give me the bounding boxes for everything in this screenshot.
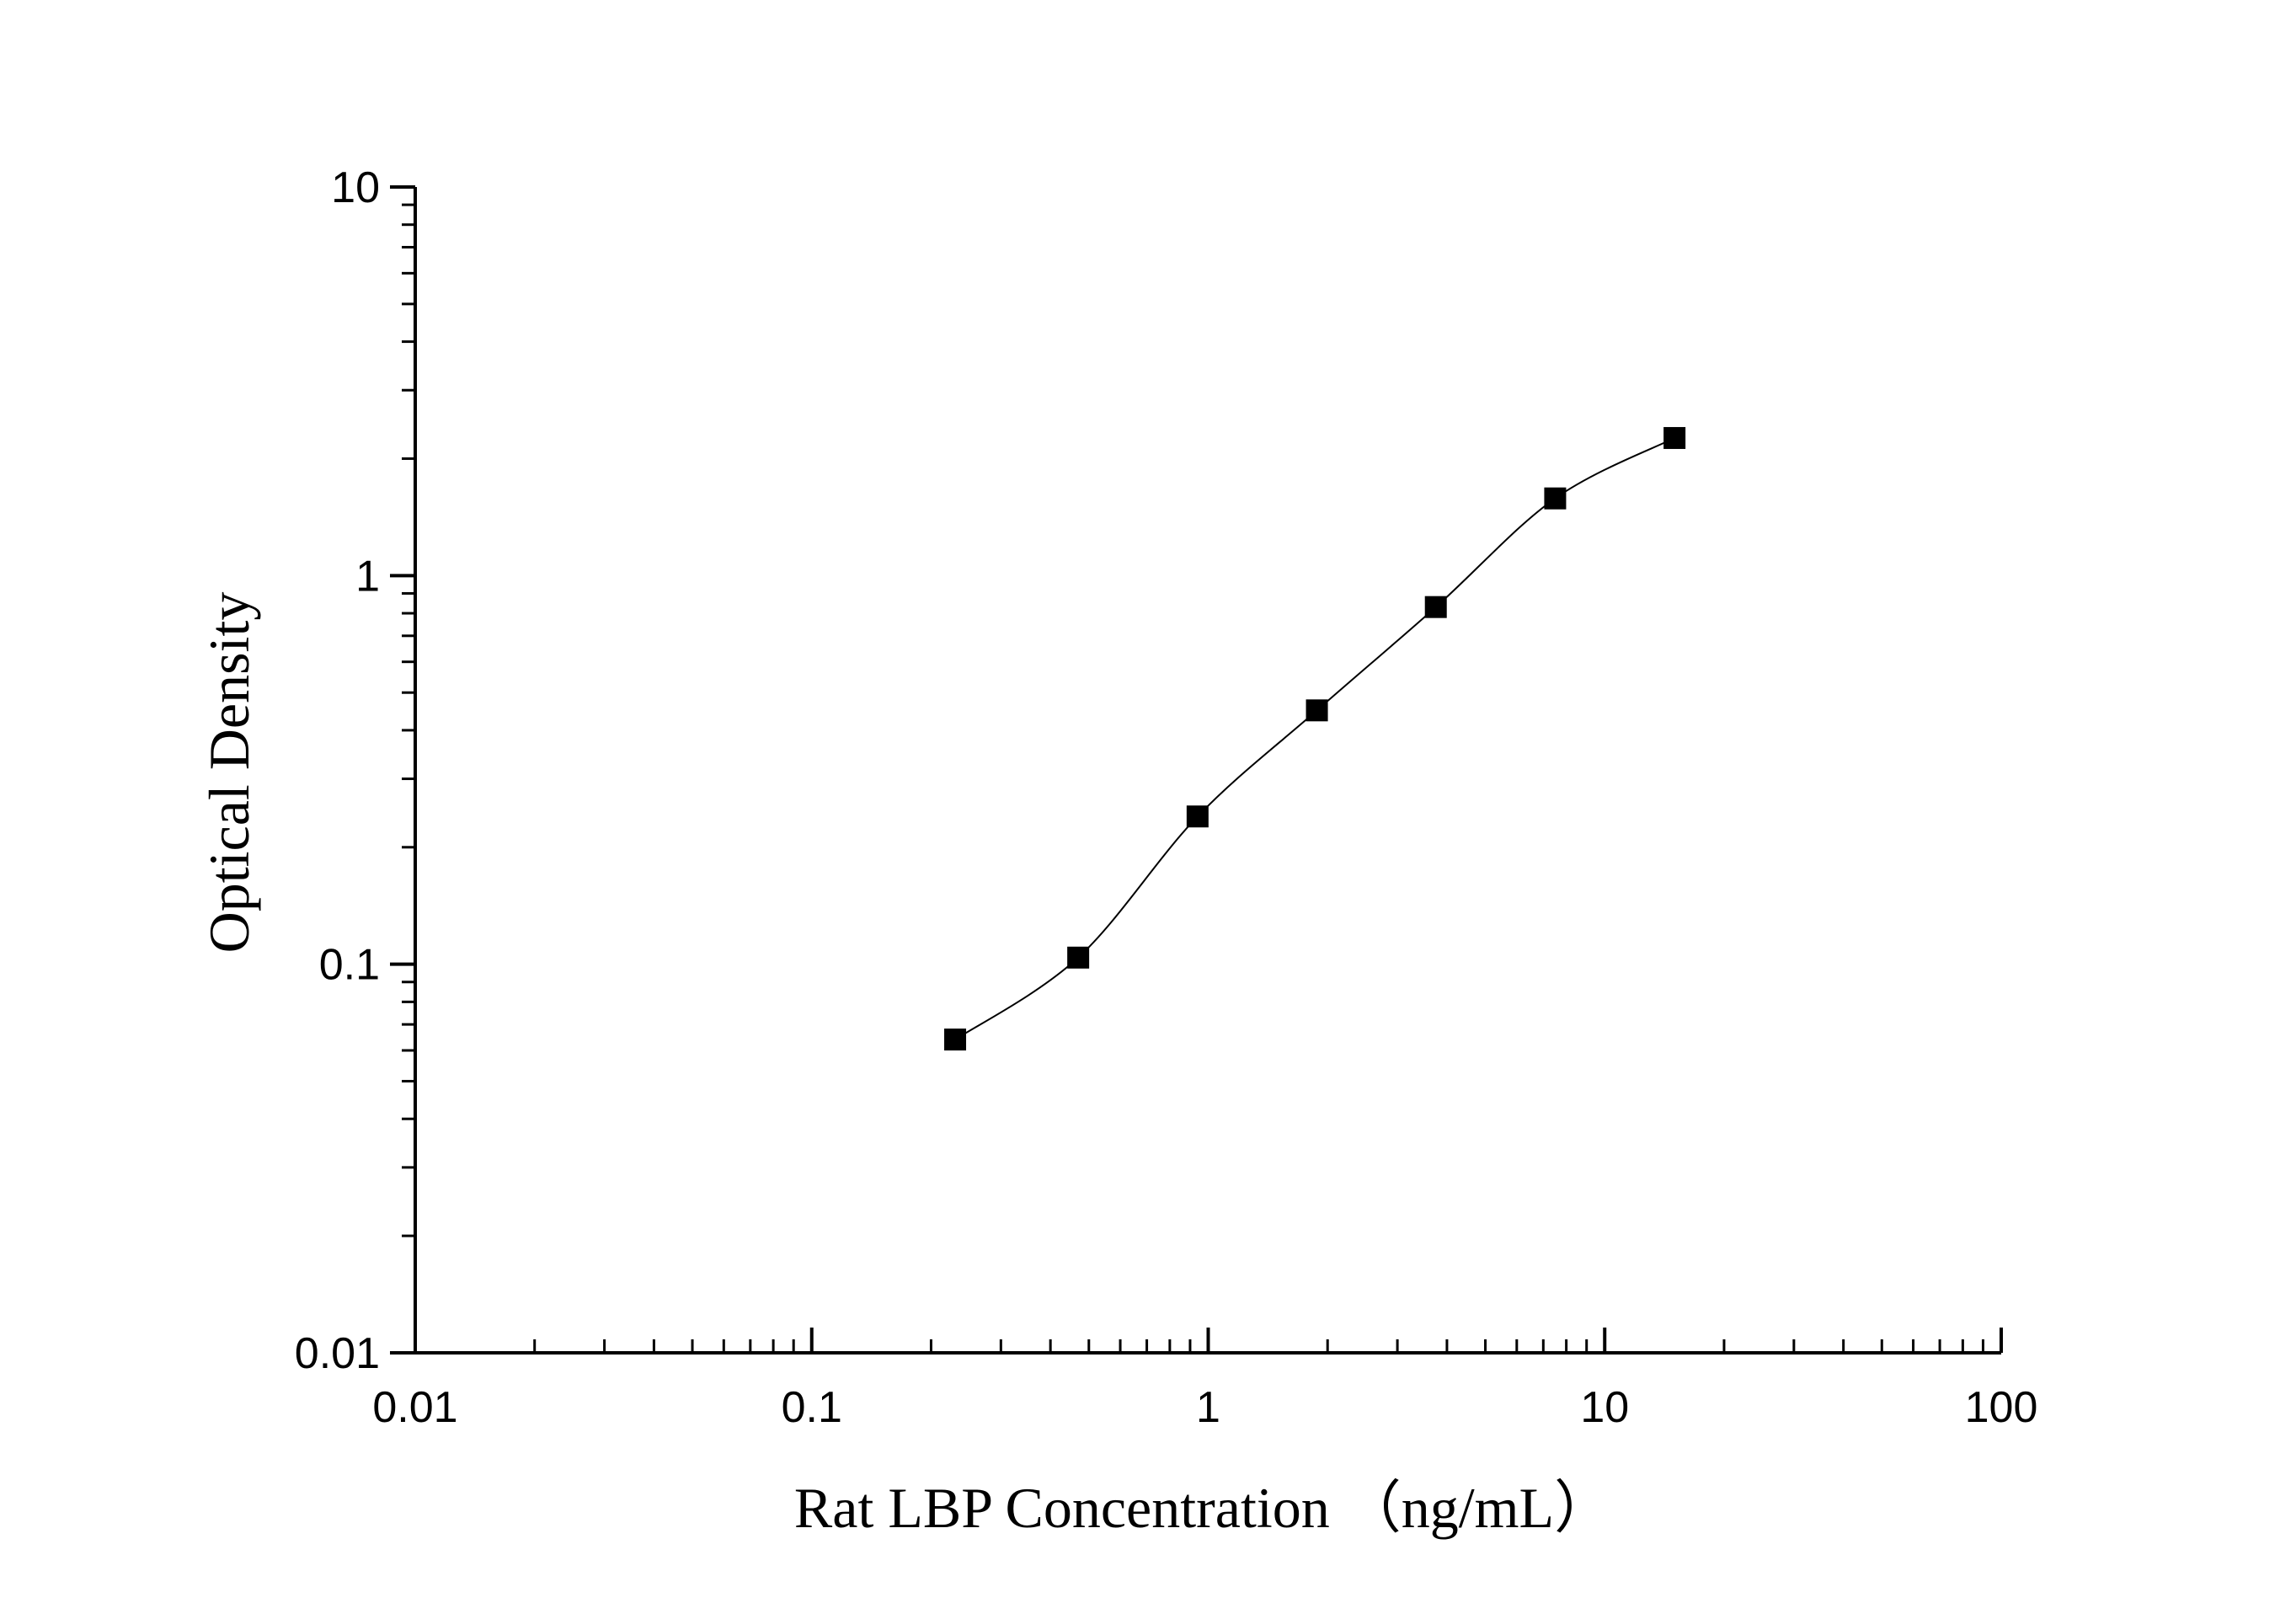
y-tick-label: 1	[355, 552, 380, 601]
data-point	[1544, 487, 1567, 510]
data-point	[944, 1029, 967, 1051]
fit-curve	[954, 437, 1675, 1040]
data-point	[1424, 596, 1447, 618]
data-point	[1663, 426, 1686, 449]
x-axis-title: Rat LBP Concentration （ng/mL）	[794, 1476, 1611, 1540]
y-tick-label: 10	[331, 163, 380, 212]
x-tick-label: 0.1	[782, 1383, 842, 1432]
data-point	[1306, 699, 1328, 722]
y-axis-title: Optical Density	[197, 592, 261, 954]
data-point	[1186, 805, 1209, 828]
tick-labels: 0.01 0.1 1 10 100 0.01 0.1 1 10	[295, 163, 2038, 1432]
x-tick-label: 1	[1196, 1383, 1220, 1432]
x-tick-label: 100	[1965, 1383, 2038, 1432]
x-tick-label: 0.01	[372, 1383, 457, 1432]
axes	[414, 187, 2001, 1355]
ticks	[390, 185, 2003, 1355]
data-point	[1067, 946, 1090, 969]
data-points	[944, 426, 1686, 1051]
y-tick-label: 0.01	[295, 1329, 380, 1378]
y-tick-label: 0.1	[319, 941, 380, 990]
x-tick-label: 10	[1580, 1383, 1629, 1432]
